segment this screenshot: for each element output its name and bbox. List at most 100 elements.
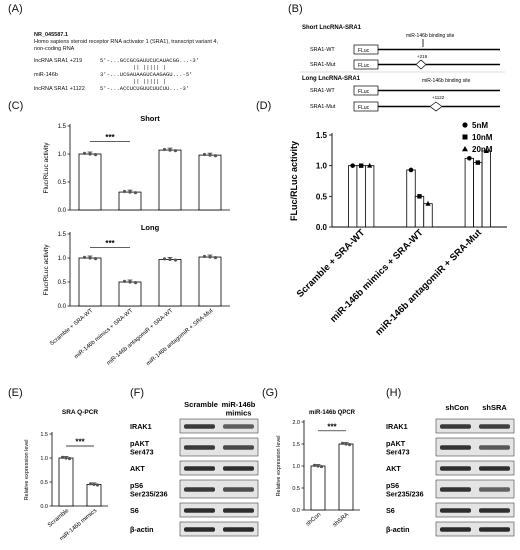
data-point bbox=[316, 464, 320, 468]
y-tick-label: 0.0 bbox=[58, 304, 67, 310]
long-mut-label: SRA1-Mut bbox=[310, 104, 336, 110]
long-wt-fluc-text: FLuc bbox=[358, 89, 370, 95]
bar bbox=[473, 162, 483, 228]
data-point bbox=[425, 200, 431, 206]
long-title: Long LncRNA-SRA1 bbox=[302, 76, 361, 82]
short-position: +219 bbox=[417, 54, 428, 59]
blot-lane-frame bbox=[179, 437, 259, 457]
bar bbox=[348, 165, 358, 228]
bar bbox=[86, 484, 102, 507]
legend-label: 20nM bbox=[472, 145, 493, 154]
blot-row-label: AKT bbox=[386, 464, 401, 473]
chart-c-short: Short 0.0 0.5 1.0 1.5 Fluc/RLuc activity *** bbox=[43, 114, 230, 214]
y-axis-label: Relative expression level bbox=[276, 436, 282, 497]
data-point bbox=[319, 465, 324, 469]
panel-label-d: (D) bbox=[256, 100, 272, 112]
blot-row-label: S6 bbox=[386, 506, 395, 515]
binding-site-label: miR-146b binding site bbox=[406, 33, 455, 39]
bar bbox=[58, 457, 74, 507]
data-point bbox=[350, 163, 355, 168]
blot-band bbox=[184, 466, 215, 471]
bar bbox=[198, 154, 222, 211]
row3-seq: 5'-...ACCUCUGUUCUUCUU...-3' bbox=[100, 84, 190, 92]
y-tick-label: 1.0 bbox=[316, 162, 328, 171]
bar bbox=[365, 165, 375, 228]
data-point bbox=[122, 279, 127, 283]
data-point bbox=[133, 281, 138, 285]
blot-row-label: β-actin bbox=[386, 525, 410, 534]
legend-marker bbox=[462, 146, 468, 152]
y-tick-label: 1.5 bbox=[58, 232, 67, 238]
data-point bbox=[347, 443, 352, 447]
blot-band bbox=[223, 527, 254, 532]
blot-row-label: IRAK1 bbox=[130, 422, 152, 431]
blot-band bbox=[479, 445, 510, 450]
long-position: +1122 bbox=[432, 95, 445, 100]
data-point bbox=[208, 153, 212, 157]
significance-marker: *** bbox=[75, 438, 85, 447]
blot-row-label: S6 bbox=[130, 506, 139, 515]
data-point bbox=[202, 254, 207, 259]
significance-marker: *** bbox=[105, 239, 115, 248]
blot-lane-frame bbox=[179, 521, 259, 537]
blot-column-label: shSRA bbox=[482, 403, 507, 412]
long-mut-fluc-text: FLuc bbox=[358, 105, 370, 111]
data-point bbox=[93, 257, 98, 261]
bar bbox=[198, 256, 222, 307]
western-blot-h: shCon shSRA IRAK1 pAKT Ser473 AKT pS6 Ser235/23… bbox=[386, 403, 515, 537]
data-point bbox=[208, 255, 212, 259]
x-tick-label: Scramble + SRA-WT bbox=[49, 308, 95, 348]
blot-lane-frame bbox=[179, 418, 259, 434]
data-point bbox=[173, 258, 178, 262]
chart-g: miR-146b QPCR 0.0 0.5 1.0 1.5 2.0 Relative exp… bbox=[276, 410, 360, 529]
legend-label: 10nM bbox=[472, 133, 493, 142]
blot-band bbox=[479, 466, 510, 471]
significance-marker: *** bbox=[105, 133, 115, 142]
panel-label-g: (G) bbox=[262, 387, 278, 399]
panel-label-h: (H) bbox=[386, 387, 402, 399]
bar bbox=[78, 257, 102, 307]
bar bbox=[158, 149, 182, 211]
blot-band bbox=[440, 508, 471, 513]
x-tick-label: Scramble bbox=[47, 508, 71, 529]
data-point bbox=[417, 194, 422, 199]
y-tick-label: 1.0 bbox=[58, 256, 67, 262]
short-wt-fluc-text: FLuc bbox=[358, 48, 370, 54]
x-tick-label: miR-146b antagomiR + SRA-Mut bbox=[145, 308, 214, 367]
data-point bbox=[128, 280, 132, 284]
blot-band bbox=[184, 445, 215, 450]
short-wt-label: SRA1-WT bbox=[310, 47, 335, 53]
blot-band bbox=[223, 487, 254, 492]
blot-band bbox=[223, 466, 254, 471]
row2-seq: 3'-...UCGAUAAGUCAAGAGU...-5' bbox=[100, 70, 193, 78]
y-tick-label: 0.5 bbox=[40, 480, 48, 486]
data-point bbox=[475, 160, 481, 165]
short-mut-deletion-icon bbox=[415, 59, 427, 70]
data-point bbox=[95, 483, 100, 487]
blot-band bbox=[479, 424, 510, 429]
data-point bbox=[162, 257, 167, 261]
blot-lane-frame bbox=[179, 479, 259, 499]
data-point bbox=[358, 163, 364, 168]
long-mut-deletion-icon bbox=[429, 101, 443, 112]
data-point bbox=[202, 152, 207, 157]
y-tick-label: 0.5 bbox=[316, 192, 328, 201]
row1-seq: 5'-...GCCGCGAUUCUCAUACGG...-3' bbox=[100, 56, 200, 64]
significance-marker: *** bbox=[327, 422, 337, 431]
legend-marker bbox=[462, 134, 468, 140]
blot-band bbox=[440, 424, 471, 429]
blot-band bbox=[440, 445, 471, 450]
x-tick-label: miR-146b antagomiR + SRA-Mut bbox=[373, 227, 484, 338]
blot-band bbox=[184, 424, 215, 429]
panel-label-f: (F) bbox=[130, 387, 145, 399]
data-point bbox=[82, 151, 87, 155]
data-point bbox=[467, 156, 472, 161]
data-point bbox=[173, 149, 178, 153]
blot-band bbox=[184, 508, 215, 513]
binding-site-label-long: miR-146b binding site bbox=[422, 78, 471, 84]
pair-bars-2: || ||||| | bbox=[133, 77, 167, 85]
y-axis-label: Fluc/RLuc activity bbox=[43, 244, 50, 296]
western-blot-f: Scramble miR-146b mimics IRAK1 pAKT Ser473 AKT… bbox=[130, 400, 259, 537]
y-tick-label: 2.0 bbox=[292, 420, 300, 426]
